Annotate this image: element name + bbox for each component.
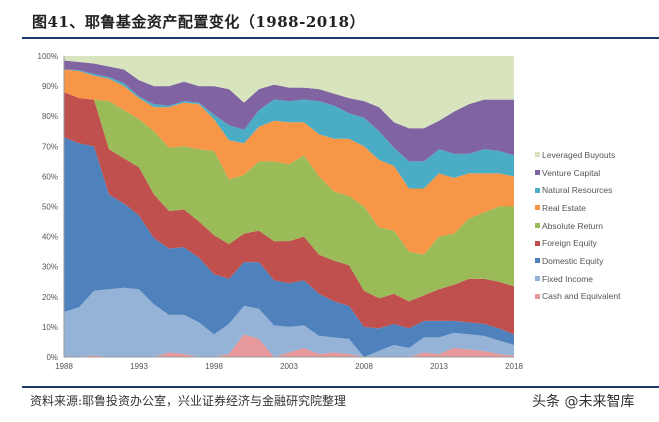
area-natural-resources — [64, 69, 514, 189]
x-tick-label: 1988 — [55, 362, 73, 371]
x-tick-label: 2013 — [430, 362, 448, 371]
y-tick-label: 30% — [42, 263, 58, 272]
legend-swatch — [535, 293, 540, 299]
legend: Leveraged Buyouts Venture Capital Natural … — [535, 146, 620, 305]
legend-item: Cash and Equivalent — [535, 288, 620, 306]
legend-label: Foreign Equity — [542, 238, 597, 249]
area-venture-capital — [64, 60, 514, 162]
legend-item: Venture Capital — [535, 164, 620, 182]
legend-item: Foreign Equity — [535, 234, 620, 252]
source-note: 资料来源:耶鲁投资办公室，兴业证券经济与金融研究院整理 — [30, 394, 347, 408]
y-tick-label: 80% — [42, 112, 58, 121]
y-tick-label: 50% — [42, 203, 58, 212]
legend-item: Leveraged Buyouts — [535, 146, 620, 164]
legend-swatch — [535, 187, 540, 193]
legend-item: Absolute Return — [535, 217, 620, 235]
x-tick-label: 2018 — [505, 362, 523, 371]
area-foreign-equity — [64, 92, 514, 335]
legend-swatch — [535, 258, 540, 264]
area-fixed-income — [64, 287, 514, 357]
legend-label: Real Estate — [542, 202, 586, 213]
legend-label: Cash and Equivalent — [542, 291, 621, 302]
x-tick-label: 2003 — [280, 362, 298, 371]
legend-swatch — [535, 276, 540, 282]
y-tick-label: 40% — [42, 233, 58, 242]
y-tick-label: 70% — [42, 142, 58, 151]
title-rule — [22, 37, 659, 39]
y-tick-label: 0% — [46, 353, 58, 362]
legend-label: Leveraged Buyouts — [542, 149, 616, 160]
area-domestic-equity — [64, 137, 514, 357]
axes: 0% 10% 20% 30% 40% 50% 60% 70% 80% 90% 100% 1988 199… — [38, 52, 524, 371]
legend-swatch — [535, 170, 540, 176]
watermark: 头条 @未来智库 — [532, 394, 635, 410]
legend-item: Natural Resources — [535, 181, 620, 199]
y-tick-label: 60% — [42, 172, 58, 181]
y-tick-label: 90% — [42, 82, 58, 91]
y-tick-label: 10% — [42, 323, 58, 332]
x-tick-label: 2008 — [355, 362, 373, 371]
legend-swatch — [535, 152, 540, 158]
x-tick-label: 1993 — [130, 362, 148, 371]
legend-item: Domestic Equity — [535, 252, 620, 270]
area-real-estate — [64, 69, 514, 255]
legend-label: Absolute Return — [542, 220, 603, 231]
area-absolute-return — [64, 92, 514, 302]
legend-swatch — [535, 240, 540, 246]
y-tick-label: 20% — [42, 293, 58, 302]
legend-label: Fixed Income — [542, 273, 594, 284]
figure-title: 图41、耶鲁基金资产配置变化（1988-2018） — [32, 13, 366, 31]
legend-item: Fixed Income — [535, 270, 620, 288]
legend-swatch — [535, 223, 540, 229]
legend-label: Natural Resources — [542, 185, 613, 196]
legend-item: Real Estate — [535, 199, 620, 217]
stacked-area-chart: 0% 10% 20% 30% 40% 50% 60% 70% 80% 90% 100% 1988 199… — [38, 52, 524, 371]
legend-swatch — [535, 205, 540, 211]
area-leveraged-buyouts — [64, 56, 514, 129]
y-tick-label: 100% — [38, 52, 58, 61]
legend-label: Venture Capital — [542, 167, 601, 178]
x-tick-label: 1998 — [205, 362, 223, 371]
areas — [64, 56, 514, 357]
source-rule — [22, 386, 659, 388]
legend-label: Domestic Equity — [542, 255, 604, 266]
